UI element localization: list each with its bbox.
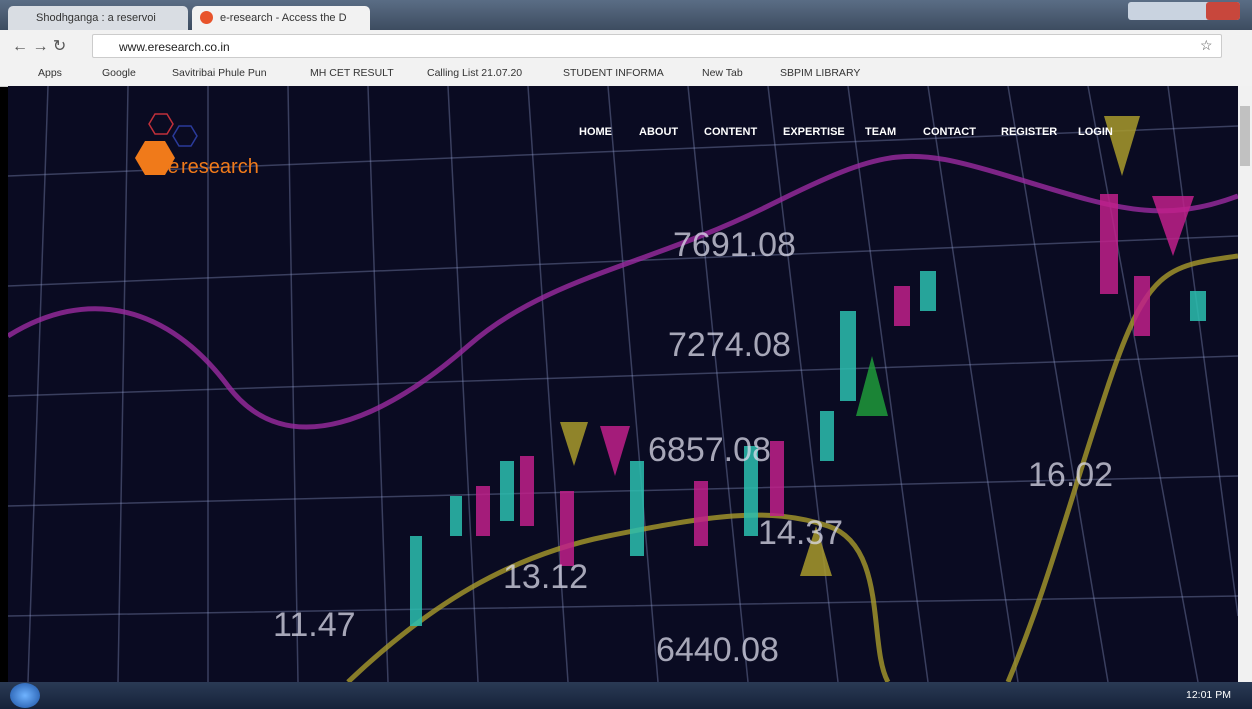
nav-link[interactable]: REGISTER [1001,126,1057,138]
scroll-thumb[interactable] [1240,106,1250,166]
nav-link[interactable]: ABOUT [639,126,678,138]
close-button[interactable] [1206,2,1240,20]
bookmark[interactable]: New Tab [702,67,743,79]
nav-link[interactable]: TEAM [865,126,896,138]
bookmark[interactable]: STUDENT INFORMA [563,67,664,79]
tab-icon [200,11,213,24]
background-number: 6857.08 [648,431,771,470]
background-number: 7691.08 [673,226,796,265]
background-number: 7274.08 [668,326,791,365]
nav-link[interactable]: CONTACT [923,126,976,138]
tab[interactable]: Shodhganga : a reservoi [8,6,188,30]
bookmark[interactable]: Savitribai Phule Pun [172,67,267,79]
tab[interactable]: e-research - Access the D [192,6,370,30]
bookmarks-bar: Apps Google Savitribai Phule Pun MH CET RES… [0,62,1252,87]
toolbar: ← → ↻ www.eresearch.co.in ☆ [0,30,1252,62]
scrollbar[interactable] [1238,86,1252,682]
nav-link[interactable]: CONTENT [704,126,757,138]
bookmark[interactable]: Calling List 21.07.20 [427,67,522,79]
nav-link[interactable]: HOME [579,126,612,138]
background-number: 11.47 [273,606,356,645]
bookmark[interactable]: MH CET RESULT [310,67,394,79]
clock: 12:01 PM [1186,689,1231,701]
nav-link[interactable]: EXPERTISE [783,126,845,138]
background-number: 14.37 [758,514,843,553]
nav-buttons[interactable]: ← → ↻ [12,36,66,56]
address-bar[interactable]: www.eresearch.co.in [92,34,1222,58]
tab-bar: Shodhganga : a reservoi e-research - Acc… [0,0,1252,30]
background-number: 16.02 [1028,456,1113,495]
nav-link[interactable]: LOGIN [1078,126,1113,138]
bookmark[interactable]: SBPIM LIBRARY [780,67,860,79]
logo-text[interactable]: research [181,156,259,179]
logo-mark[interactable]: e [168,156,179,179]
start-button[interactable] [10,683,40,708]
background-number: 13.12 [503,558,588,597]
taskbar: 12:01 PM [0,682,1252,709]
bookmark[interactable]: Google [102,67,136,79]
background-number: 6440.08 [656,631,779,670]
bookmark[interactable]: Apps [38,67,62,79]
screen: Shodhganga : a reservoi e-research - Acc… [0,0,1252,709]
webpage: e research HOME ABOUT CONTENT EXPERTISE TEAM… [8,86,1238,682]
star-icon[interactable]: ☆ [1200,37,1213,54]
